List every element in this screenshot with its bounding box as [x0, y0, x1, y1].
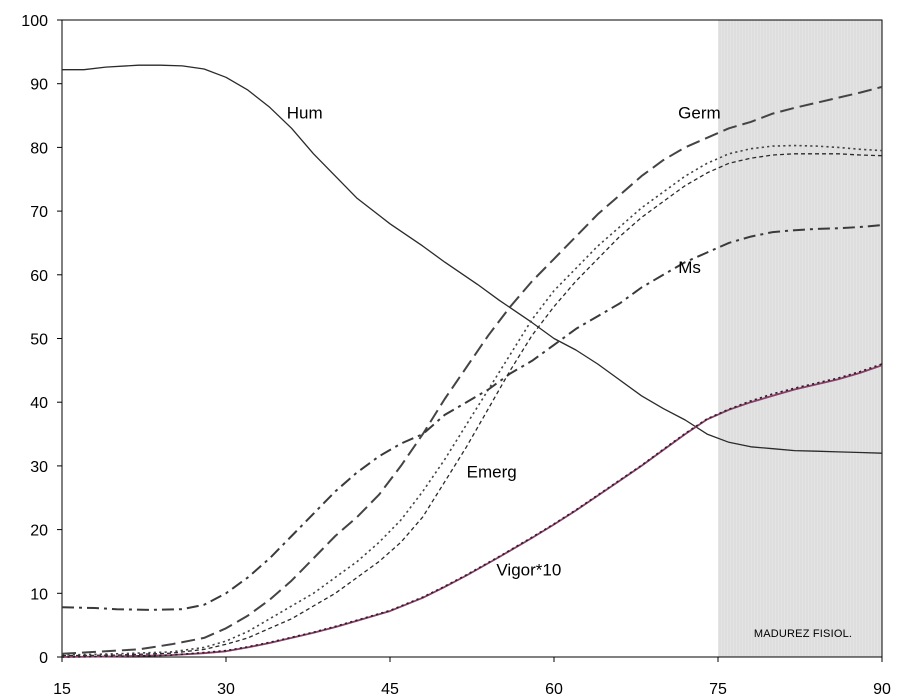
x-tick-label: 45 — [381, 681, 399, 698]
curve-label-germ: Germ — [678, 104, 721, 123]
shaded-region-madurez — [718, 20, 882, 657]
x-tick-label: 90 — [873, 681, 891, 698]
y-tick-label: 100 — [21, 13, 48, 30]
y-tick-label: 90 — [30, 77, 48, 94]
x-tick-label: 30 — [217, 681, 235, 698]
y-tick-label: 50 — [30, 332, 48, 349]
series-line-emerg — [61, 153, 883, 657]
series-line-unlabeled-6 — [61, 363, 883, 658]
x-tick-label: 15 — [53, 681, 71, 698]
curve-label-hum: Hum — [287, 104, 323, 123]
curve-label-emerg: Emerg — [467, 462, 517, 481]
y-tick-label: 80 — [30, 140, 48, 157]
y-tick-label: 30 — [30, 459, 48, 476]
y-tick-label: 10 — [30, 586, 48, 603]
x-tick-label: 75 — [709, 681, 727, 698]
y-tick-label: 40 — [30, 395, 48, 412]
annotation-layer: Hum Germ Ms Emerg Vigor*10 — [287, 104, 721, 580]
curve-label-vigor-10: Vigor*10 — [496, 560, 561, 579]
series-line-unlabeled-2 — [61, 144, 883, 656]
curve-label-ms: Ms — [678, 258, 701, 277]
y-tick-label: 20 — [30, 523, 48, 540]
series-line-hum — [62, 64, 883, 454]
y-tick-label: 60 — [30, 268, 48, 285]
y-tick-label: 0 — [39, 650, 48, 667]
axes: 0 10 20 30 40 50 60 70 80 90 100 15 30 45 60 75 90 — [21, 13, 891, 698]
shaded-region-layer: MADUREZ FISIOL. — [718, 20, 882, 657]
shaded-region-label: MADUREZ FISIOL. — [754, 628, 852, 640]
series-line-ms — [61, 224, 883, 611]
x-tick-label: 60 — [545, 681, 563, 698]
series-layer — [61, 64, 883, 658]
y-tick-label: 70 — [30, 204, 48, 221]
series-line-germ — [61, 85, 883, 655]
